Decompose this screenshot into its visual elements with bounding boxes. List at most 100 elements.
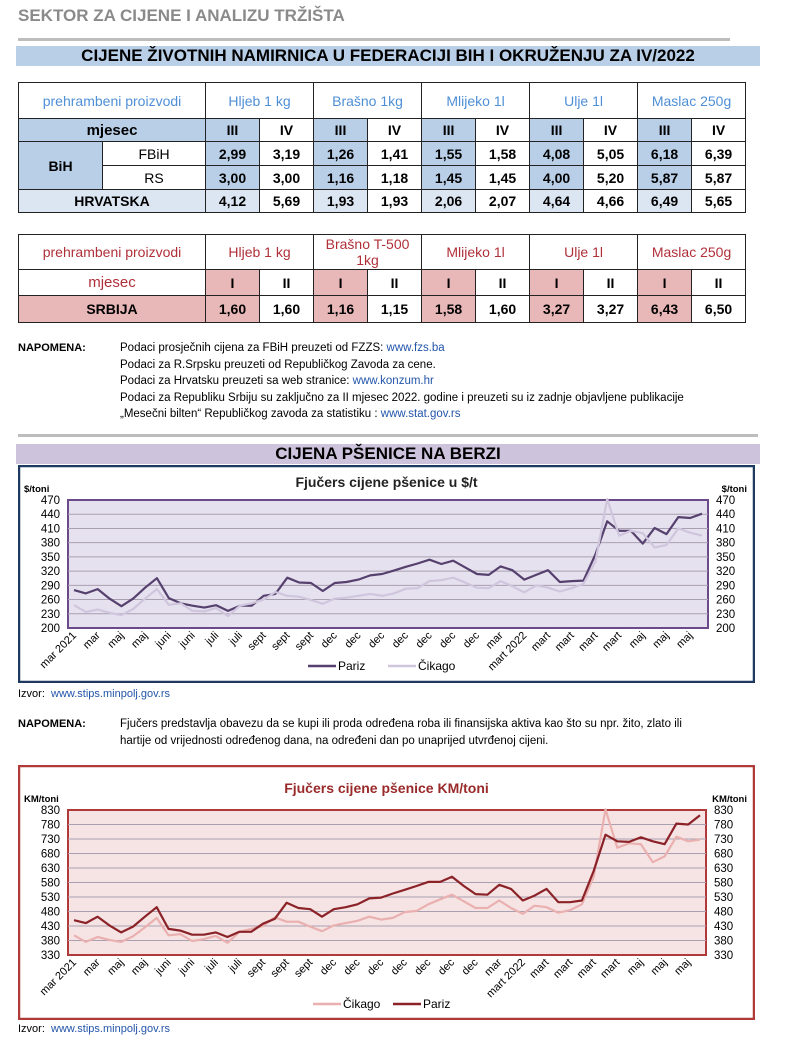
- cell: 5,65: [691, 189, 747, 213]
- note-label: NAPOMENA:: [18, 342, 86, 354]
- note2-text: Fjučers predstavlja obavezu da se kupi i…: [120, 716, 682, 749]
- cell: 1,16: [313, 295, 369, 323]
- source-label: Izvor:: [18, 688, 45, 700]
- row-label: FBiH: [102, 141, 206, 166]
- source-link[interactable]: www.stips.minpolj.gov.rs: [51, 688, 171, 700]
- cell: I: [421, 269, 477, 296]
- cell: 2,06: [421, 189, 477, 213]
- y-tick-label: 200: [41, 623, 60, 635]
- cell: II: [367, 269, 423, 296]
- cell: II: [691, 269, 747, 296]
- sector-title: SEKTOR ZA CIJENE I ANALIZU TRŽIŠTA: [18, 6, 345, 25]
- source: Izvor: www.stips.minpolj.gov.rs: [18, 686, 170, 703]
- divider: [18, 434, 758, 437]
- product-header: Ulje 1l: [529, 234, 639, 270]
- product-header: Brašno T-500 1kg: [313, 234, 423, 270]
- cell: IV: [475, 118, 531, 142]
- fzs-link[interactable]: www.fzs.ba: [386, 342, 445, 354]
- y-tick-label: 780: [41, 820, 60, 832]
- cell: III: [637, 118, 693, 142]
- y-tick-label: 380: [41, 538, 60, 550]
- cell: 1,15: [367, 295, 423, 323]
- cell: 6,18: [637, 141, 693, 166]
- y-tick-label-right: 330: [714, 950, 733, 962]
- cell: III: [421, 118, 477, 142]
- note-line: Podaci za R.Srpsku preuzeti od Republičk…: [120, 358, 436, 371]
- wheat-usd-chart: Fjučers cijene pšenice u $/t $/toni $/toni…: [18, 465, 755, 683]
- series-line-cikago: [73, 497, 703, 618]
- y-tick-label: 350: [41, 552, 60, 564]
- source: Izvor: www.stips.minpolj.gov.rs: [18, 1021, 170, 1038]
- y-tick-label-right: 430: [714, 921, 733, 933]
- y-tick-label-right: 680: [714, 849, 733, 861]
- stat-link[interactable]: www.stat.gov.rs: [380, 408, 461, 420]
- y-tick-label: 410: [41, 523, 60, 535]
- cell: 5,20: [583, 165, 639, 190]
- note-line: Podaci za Republiku Srbiju su zaključno …: [120, 391, 684, 404]
- y-tick-label: 730: [41, 834, 60, 846]
- legend-label: Čikago: [343, 996, 381, 1011]
- note-line: „Mesečni bilten“ Republičkog zavoda za s…: [120, 408, 381, 420]
- cell: 5,69: [258, 189, 315, 213]
- cell: 3,27: [583, 295, 639, 323]
- y-tick-label: 260: [41, 595, 60, 607]
- cell: 6,49: [637, 189, 693, 213]
- cell: 1,58: [421, 295, 477, 323]
- product-header: Ulje 1l: [529, 82, 639, 119]
- y-axis-label-right: KM/toni: [712, 794, 747, 805]
- cell: III: [205, 118, 260, 142]
- cell: IV: [691, 118, 747, 142]
- y-tick-label: 470: [41, 495, 60, 507]
- y-tick-label: 530: [41, 892, 60, 904]
- cell: I: [637, 269, 693, 296]
- y-tick-label: 430: [41, 921, 60, 933]
- cell: I: [313, 269, 369, 296]
- cell: 1,26: [313, 141, 369, 166]
- divider: [18, 38, 730, 41]
- section-title: CIJENA PŠENICE NA BERZI: [16, 444, 760, 464]
- source-link[interactable]: www.stips.minpolj.gov.rs: [51, 1023, 171, 1035]
- y-tick-label-right: 380: [714, 936, 733, 948]
- konzum-link[interactable]: www.konzum.hr: [352, 375, 434, 387]
- cell: 3,00: [258, 165, 315, 190]
- cell: 1,41: [367, 141, 423, 166]
- cell: II: [475, 269, 531, 296]
- y-tick-label-right: 200: [716, 623, 735, 635]
- y-tick-label: 320: [41, 566, 60, 578]
- y-tick-label-right: 380: [716, 538, 735, 550]
- y-tick-label: 290: [41, 580, 60, 592]
- y-tick-label-right: 530: [714, 892, 733, 904]
- row-label: SRBIJA: [18, 295, 206, 323]
- product-header: Mlijeko 1l: [421, 82, 531, 119]
- cell: 1,55: [421, 141, 477, 166]
- y-tick-label: 480: [41, 907, 60, 919]
- page-title: CIJENE ŽIVOTNIH NAMIRNICA U FEDERACIJI B…: [16, 46, 760, 66]
- cell: 1,93: [313, 189, 369, 213]
- price-table-bih-hr: prehrambeni proizvodi Hljeb 1 kg Brašno …: [18, 82, 747, 213]
- note-line: hartije od vrijednosti određenog dana, n…: [120, 734, 549, 747]
- cell: 4,08: [529, 141, 585, 166]
- chart-title: Fjučers cijene pšenice u $/t: [295, 474, 477, 490]
- note-text: Podaci prosječnih cijena za FBiH preuzet…: [120, 340, 684, 423]
- y-tick-label-right: 470: [716, 495, 735, 507]
- cell: I: [529, 269, 585, 296]
- cell: 1,45: [475, 165, 531, 190]
- cell: II: [583, 269, 639, 296]
- y-tick-label-right: 440: [716, 509, 735, 521]
- cell: IV: [583, 118, 639, 142]
- cell: 1,18: [367, 165, 423, 190]
- y-tick-label: 580: [41, 878, 60, 890]
- y-tick-label-right: 230: [716, 609, 735, 621]
- source-label: Izvor:: [18, 1023, 45, 1035]
- product-header: Maslac 250g: [637, 234, 747, 270]
- cell: 1,16: [313, 165, 369, 190]
- cell: 1,60: [205, 295, 260, 323]
- cell: 6,39: [691, 141, 747, 166]
- cell: 6,43: [637, 295, 693, 323]
- cell: 4,64: [529, 189, 585, 213]
- y-tick-label: 230: [41, 609, 60, 621]
- y-axis-label-right: $/toni: [722, 484, 747, 495]
- legend-label: Čikago: [418, 658, 456, 673]
- y-tick-label-right: 410: [716, 523, 735, 535]
- month-label: mjesec: [18, 118, 206, 142]
